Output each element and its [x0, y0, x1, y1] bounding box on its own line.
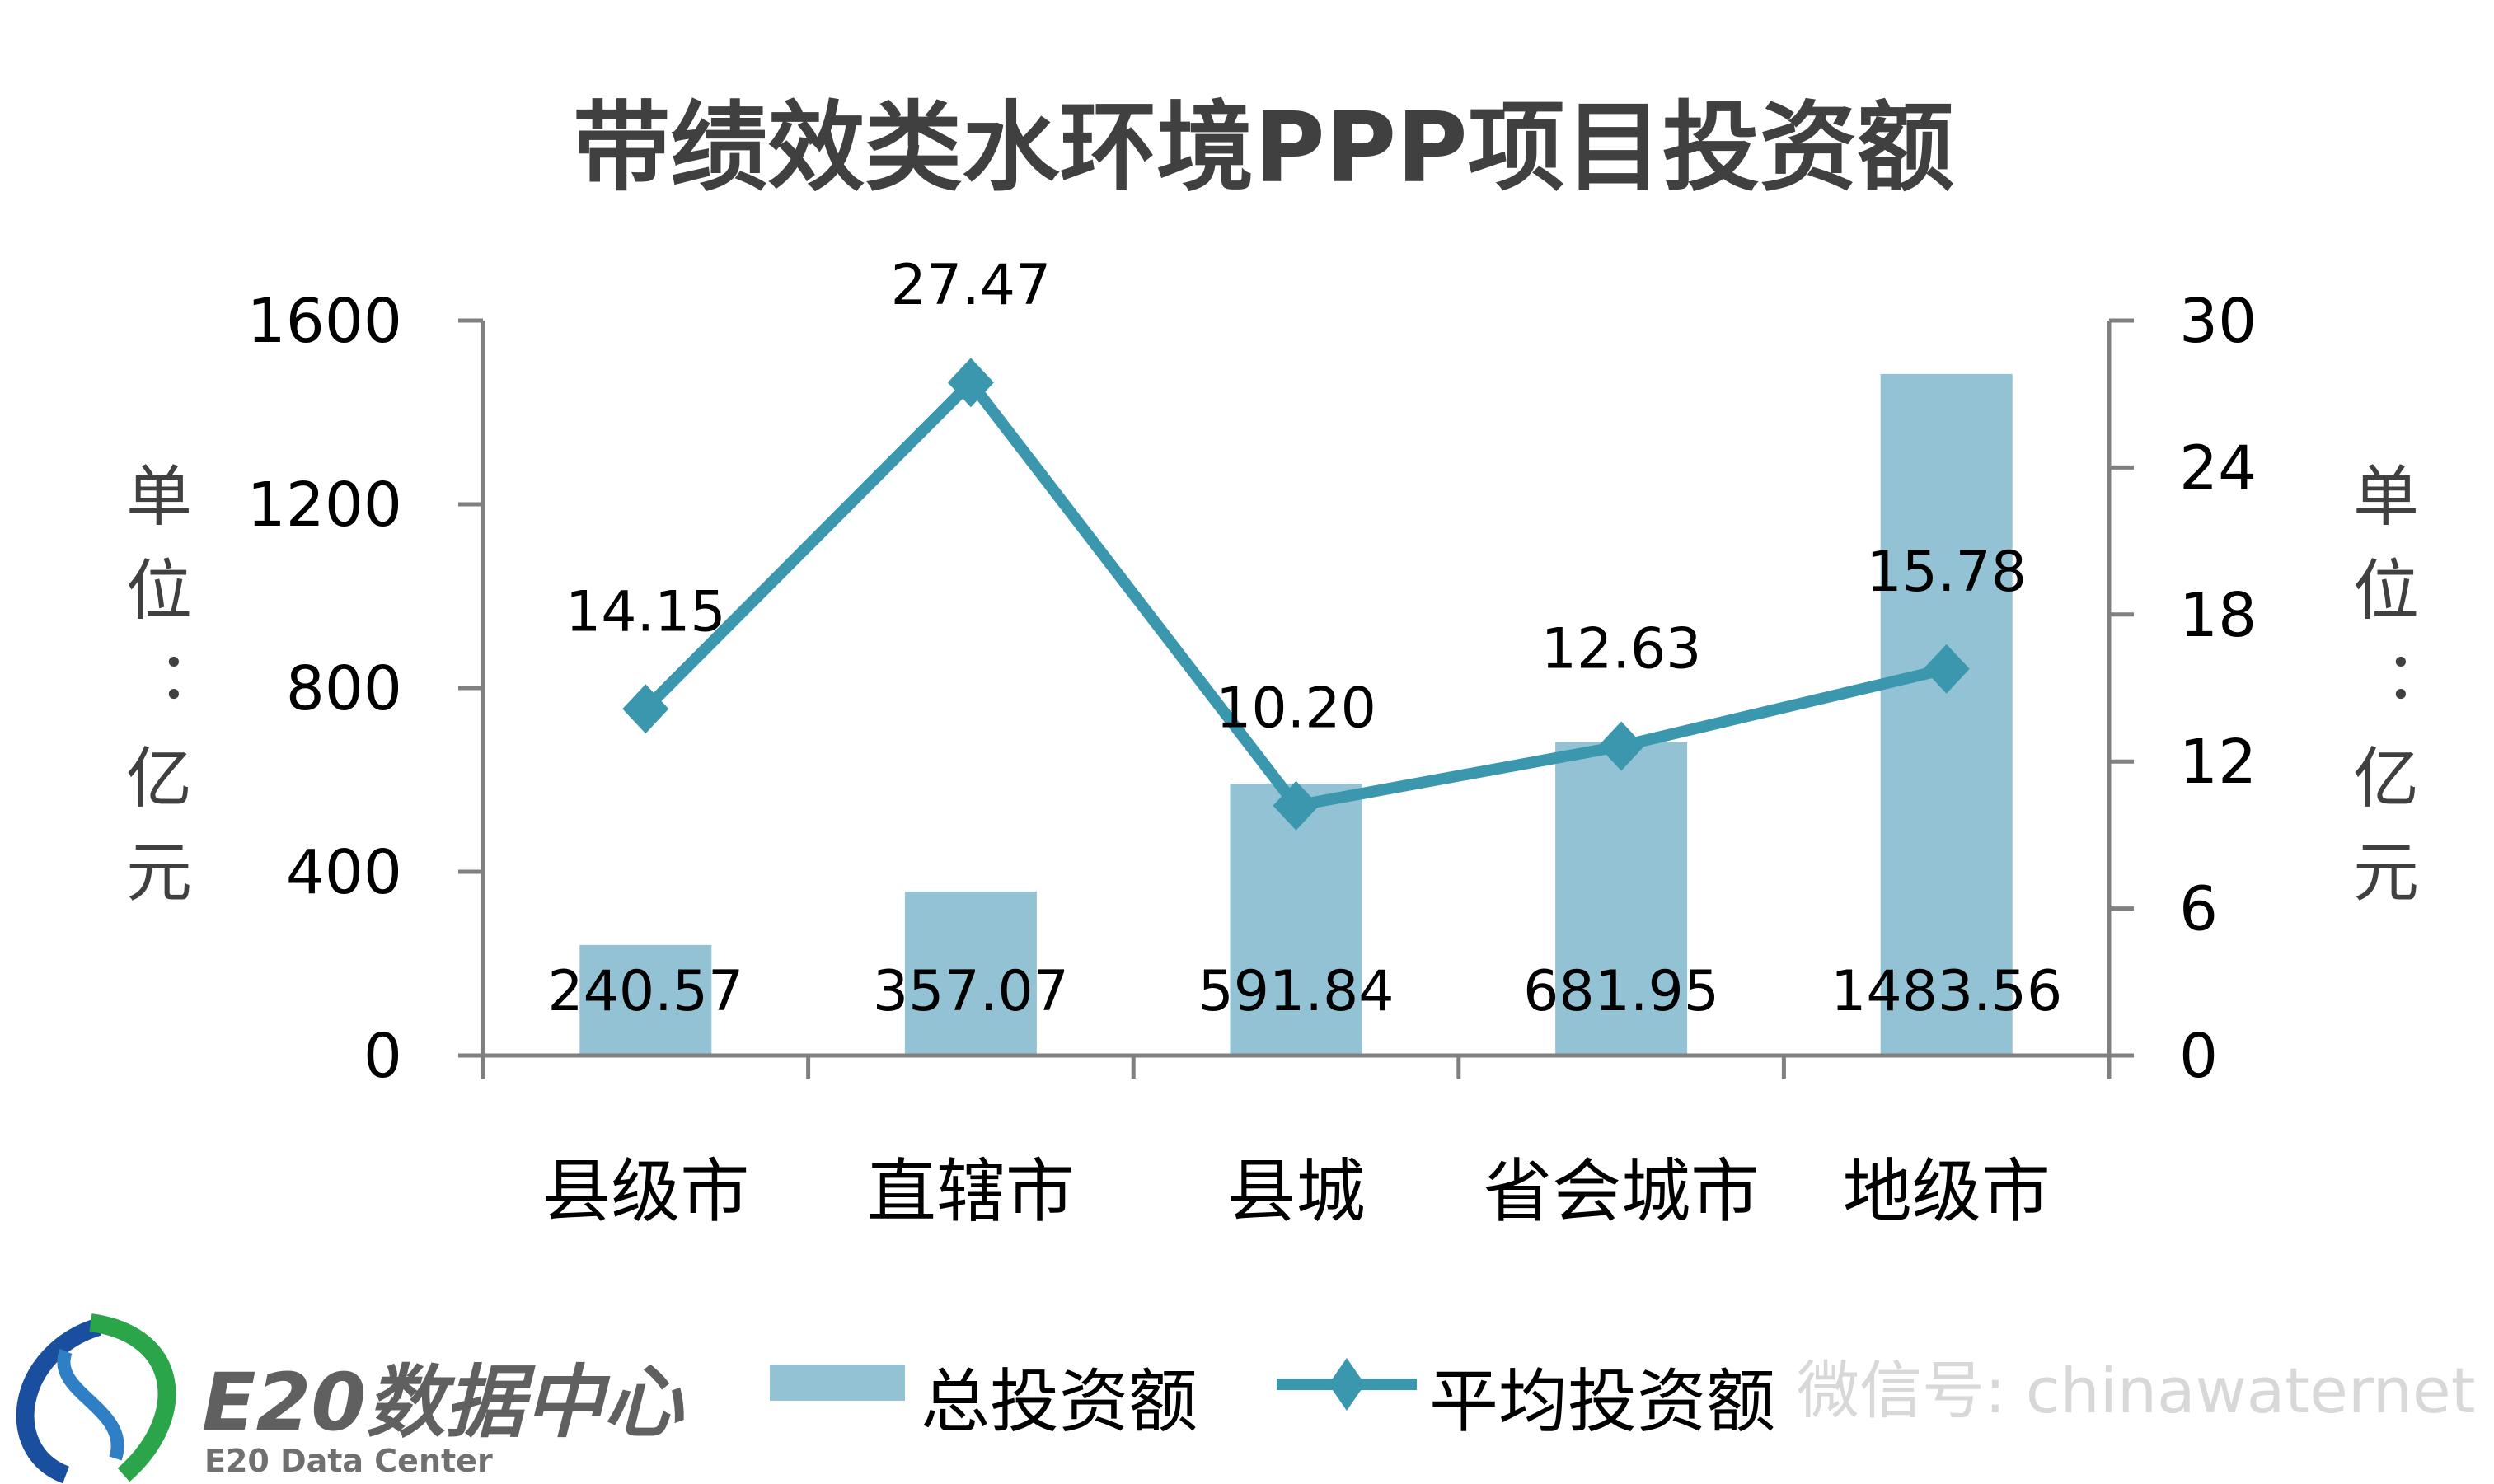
watermark: 微信号: chinawaternet	[1797, 1354, 2476, 1427]
legend-bar-swatch	[770, 1365, 905, 1401]
line-marker-diamond	[947, 358, 994, 408]
left-tick-label: 0	[363, 1021, 402, 1092]
right-tick-label: 0	[2179, 1021, 2218, 1092]
right-tick-label: 18	[2179, 580, 2257, 651]
category-label: 县城	[1226, 1151, 1365, 1232]
bar	[904, 891, 1037, 1056]
legend-bar-label: 总投资额	[921, 1361, 1198, 1442]
bar	[1880, 373, 2013, 1056]
bar-data-label: 1483.56	[1831, 959, 2062, 1024]
right-tick-label: 24	[2179, 433, 2257, 503]
bar	[579, 944, 712, 1056]
line-marker-diamond	[622, 684, 669, 734]
average-line	[641, 377, 1948, 812]
category-label: 地级市	[1843, 1151, 2051, 1232]
line-data-label: 27.47	[891, 253, 1052, 318]
line-marker-diamond	[1598, 721, 1645, 771]
category-label: 直辖市	[867, 1151, 1075, 1232]
left-tick-label: 400	[286, 837, 402, 908]
left-axis-label: 单位：亿元	[115, 461, 192, 931]
legend-diamond-marker	[1329, 1358, 1365, 1411]
legend-line-label: 平均投资额	[1429, 1361, 1775, 1442]
category-label: 县级市	[541, 1151, 749, 1232]
logo-text: E20数据中心	[202, 1356, 685, 1449]
bar-data-label: 681.95	[1523, 959, 1719, 1024]
line-data-label: 15.78	[1866, 540, 2027, 605]
bar	[1555, 742, 1688, 1056]
line-marker-diamond	[1923, 644, 1970, 694]
line-data-label: 10.20	[1216, 676, 1376, 742]
right-axis-label: 单位：亿元	[2342, 461, 2419, 931]
chart-title: 带绩效类水环境PPP项目投资额	[573, 91, 1953, 204]
right-tick-label: 30	[2179, 286, 2257, 357]
right-tick-label: 12	[2179, 727, 2257, 798]
right-tick-label: 6	[2179, 874, 2218, 945]
left-tick-label: 1600	[247, 286, 402, 357]
bar-data-label: 357.07	[873, 959, 1069, 1024]
category-label: 省会城市	[1483, 1151, 1760, 1232]
bar-data-label: 240.57	[547, 959, 743, 1024]
line-data-label: 12.63	[1541, 616, 1702, 681]
logo-subtitle: E20 Data Center	[204, 1443, 493, 1479]
left-tick-label: 1200	[247, 470, 402, 541]
e20-logo: E20数据中心 E20 Data Center	[16, 1313, 685, 1484]
line-data-label: 14.15	[565, 579, 726, 644]
bar-data-label: 591.84	[1198, 959, 1395, 1024]
left-tick-label: 800	[286, 653, 402, 724]
line-marker-diamond	[1273, 780, 1320, 831]
